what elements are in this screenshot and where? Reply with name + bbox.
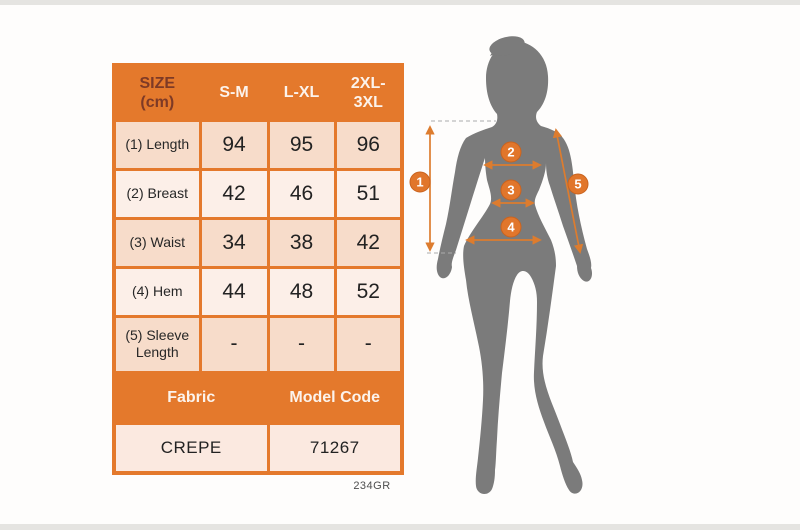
table-row-waist: (3) Waist 34 38 42 [112,216,404,269]
row-label: (2) Breast [112,167,202,220]
table-row-hem: (4) Hem 44 48 52 [112,265,404,318]
row-label: (4) Hem [112,265,202,318]
measure-badge-5: 5 [567,173,589,195]
fabric-value: CREPE [112,421,270,475]
svg-text:3: 3 [507,183,514,198]
table-row-length: (1) Length 94 95 96 [112,118,404,171]
size-value: 94 [198,118,270,171]
info-value-row: CREPE 71267 [112,421,404,475]
row-label: (3) Waist [112,216,202,269]
fabric-header: Fabric [112,370,270,425]
column-header-2xl-3xl: 2XL-3XL [333,63,404,122]
size-value: 34 [198,216,270,269]
measure-badge-3: 3 [500,179,522,201]
size-value: 38 [266,216,337,269]
weight-note: 234GR [353,480,391,492]
table-row-breast: (2) Breast 42 46 51 [112,167,404,220]
svg-text:5: 5 [574,177,581,192]
size-value: 42 [333,216,404,269]
measure-badge-4: 4 [500,216,522,238]
size-value: - [198,314,270,374]
table-row-sleeve-length: (5) Sleeve Length - - - [112,314,404,374]
measure-badge-2: 2 [500,141,522,163]
size-value: 52 [333,265,404,318]
size-value: 46 [266,167,337,220]
size-value: - [333,314,404,374]
top-border-strip [0,0,800,5]
sleeve-arrow [552,128,584,254]
size-value: 96 [333,118,404,171]
bottom-border-strip [0,524,800,530]
svg-text:4: 4 [507,220,515,235]
table-header-row: SIZE (cm) S-M L-XL 2XL-3XL [112,63,404,122]
svg-text:1: 1 [416,175,423,190]
size-value: 44 [198,265,270,318]
column-header-s-m: S-M [198,63,270,122]
size-value: 42 [198,167,270,220]
size-value: 48 [266,265,337,318]
model-code-value: 71267 [266,421,404,475]
size-value: 51 [333,167,404,220]
size-value: 95 [266,118,337,171]
row-label: (5) Sleeve Length [112,314,202,374]
size-table: SIZE (cm) S-M L-XL 2XL-3XL (1) Length 94… [112,63,404,475]
model-code-header: Model Code [266,370,404,425]
size-cm-header: SIZE (cm) [112,63,202,122]
svg-text:2: 2 [507,145,514,160]
size-value: - [266,314,337,374]
row-label: (1) Length [112,118,202,171]
measure-badge-1: 1 [409,171,431,193]
female-silhouette [436,36,593,495]
column-header-l-xl: L-XL [266,63,337,122]
info-header-row: Fabric Model Code [112,370,404,425]
